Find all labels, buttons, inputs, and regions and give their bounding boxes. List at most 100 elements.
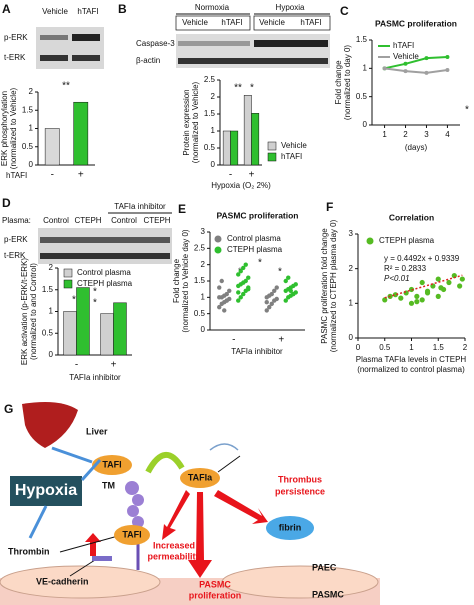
blot-column: Vehicle [42, 7, 68, 16]
annotation: ** [234, 83, 242, 94]
blot-row: t-ERK [4, 53, 26, 62]
y-tick-label: 1 [211, 126, 216, 135]
point [438, 285, 444, 291]
x-tick-label: 1 [409, 343, 414, 352]
x-tick-label: 1.5 [433, 343, 445, 352]
blot-column: Vehicle [182, 18, 208, 27]
bar [76, 287, 90, 356]
blot-column: CTEPH [74, 216, 101, 225]
point [419, 297, 425, 303]
diagram-label: Liver [86, 426, 108, 436]
panel-label: A [2, 2, 11, 16]
blot-row: β-actin [136, 56, 160, 65]
x-tick-label: + [278, 335, 284, 346]
bar [44, 128, 60, 166]
legend-swatch [63, 268, 73, 278]
point [435, 293, 441, 299]
panel-label: G [4, 402, 13, 416]
point [238, 269, 243, 274]
blot-row: Caspase-3 [136, 39, 175, 48]
point [408, 300, 415, 306]
y-tick-label: 0.5 [42, 328, 54, 337]
bar [100, 313, 114, 356]
blot-row: t-ERK [4, 251, 26, 260]
y-axis-label: (normalized to Vehicle day 0) [181, 229, 190, 333]
legend-label: CTEPH plasma [227, 245, 283, 254]
diagram-label: permeability [147, 551, 200, 561]
diagram-label: TAFIa [188, 472, 213, 482]
legend-label: CTEPH plasma [77, 279, 133, 288]
point [246, 275, 251, 280]
y-tick-label: 1 [49, 307, 54, 316]
y-axis-label: ERK activation (p-ERK/t-ERK) [20, 258, 29, 365]
y-tick-label: 1 [349, 298, 354, 307]
x-axis-label: (days) [405, 143, 428, 152]
legend-label: CTEPH plasma [379, 236, 435, 245]
legend-swatch [214, 246, 222, 254]
blot-d: TAFIa inhibitor Plasma: Control CTEPH Co… [2, 202, 172, 264]
blot-row: Plasma: [2, 216, 31, 225]
y-tick-label: 0 [349, 333, 354, 342]
blot-row: p-ERK [4, 235, 28, 244]
point [457, 283, 463, 289]
y-tick-label: 2 [211, 92, 216, 101]
point [424, 288, 431, 294]
y-tick-label: 2 [201, 260, 206, 269]
y-tick-label: 2 [49, 263, 54, 272]
legend-swatch [267, 152, 277, 162]
point [435, 276, 441, 282]
point [283, 298, 288, 303]
point [219, 278, 224, 284]
point [243, 262, 248, 267]
diagram: Liver TAFI Hypoxia TM Thrombin TAFI TAFI… [0, 402, 380, 605]
y-tick-label: 2.5 [194, 243, 206, 252]
diagram-label: fibrin [279, 522, 302, 532]
x-tick-label: 3 [424, 130, 429, 139]
x-axis-label: TAFIa inhibitor [231, 347, 283, 356]
legend-label: Control plasma [77, 268, 131, 277]
annotation: P<0.01 [384, 274, 410, 283]
x-tick-label: 1 [382, 130, 387, 139]
point [269, 291, 274, 297]
annotation: ** [62, 81, 70, 92]
point [382, 297, 388, 303]
point [445, 55, 450, 59]
y-tick-label: 1 [201, 292, 206, 301]
blot-column: hTAFI [77, 7, 98, 16]
x-axis-label: hTAFI [6, 171, 27, 180]
annotation: * [258, 258, 262, 269]
y-axis-label: Protein expression [182, 89, 191, 155]
point [403, 61, 408, 66]
bar [230, 130, 239, 166]
diagram-label: persistence [275, 486, 325, 496]
annotation: * [93, 298, 97, 309]
blot-column: hTAFI [221, 18, 242, 27]
bar [63, 311, 77, 356]
panel-label: B [118, 2, 127, 16]
x-tick-label: + [249, 170, 255, 181]
point [291, 291, 296, 297]
diagram-label: Thrombus [278, 474, 322, 484]
point [236, 290, 241, 295]
annotation: * [278, 267, 282, 278]
point [217, 285, 222, 290]
x-axis-label: (normalized to control plasma) [357, 365, 465, 374]
point [274, 285, 279, 290]
x-tick-label: 2 [463, 343, 468, 352]
point [238, 295, 243, 300]
legend-swatch [63, 279, 73, 289]
y-tick-label: 3 [201, 227, 206, 236]
chart-title: PASMC proliferation [216, 210, 298, 220]
x-tick-label: + [111, 360, 117, 371]
blot-a: Vehicle hTAFI p-ERK t-ERK [4, 7, 104, 69]
point [224, 298, 229, 303]
blot-column: CTEPH [143, 216, 170, 225]
point [414, 293, 420, 299]
panel-label: F [326, 200, 333, 214]
diagram-label: Increased [153, 540, 195, 550]
line [384, 67, 448, 74]
y-axis-label: (normalized to Vehicle) [9, 87, 18, 169]
diagram-label: proliferation [189, 590, 242, 600]
y-tick-label: 0 [211, 160, 216, 169]
